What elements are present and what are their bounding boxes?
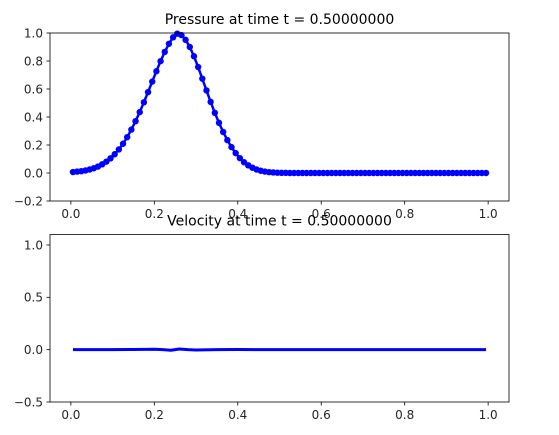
data-point <box>169 34 177 41</box>
x-tick-label: 0.6 <box>312 408 331 422</box>
data-point <box>178 31 185 39</box>
data-point <box>165 40 173 47</box>
x-tick-label: 0.6 <box>312 207 331 221</box>
x-tick-label: 0.8 <box>395 207 414 221</box>
x-tick-label: 1.0 <box>479 207 498 221</box>
chart-title: Velocity at time t = 0.50000000 <box>167 214 392 230</box>
x-tick-label: 0.2 <box>145 408 164 422</box>
data-point <box>203 87 210 94</box>
data-point <box>111 151 118 158</box>
x-tick-label: 0.8 <box>395 408 414 422</box>
y-tick-label: 1.0 <box>24 238 43 252</box>
y-tick-label: −0.2 <box>14 194 43 208</box>
data-point <box>107 155 114 162</box>
data-point <box>211 109 219 117</box>
data-point <box>228 143 235 151</box>
data-point <box>232 149 239 157</box>
data-point <box>153 68 160 75</box>
data-point <box>194 63 202 71</box>
series-line <box>72 347 487 352</box>
data-point <box>236 154 244 162</box>
data-point <box>123 133 131 141</box>
data-point <box>149 78 156 85</box>
y-tick-label: 0.2 <box>24 138 43 152</box>
chart-title: Pressure at time t = 0.50000000 <box>165 12 395 28</box>
series-line <box>72 32 487 175</box>
x-tick-label: 1.0 <box>479 408 498 422</box>
data-point <box>199 75 206 82</box>
data-point <box>132 118 139 125</box>
data-point <box>219 128 227 136</box>
data-point <box>157 57 164 65</box>
x-tick-label: 0.4 <box>228 207 247 221</box>
data-point <box>119 140 127 147</box>
y-tick-label: 0.4 <box>24 110 43 124</box>
data-point <box>140 99 148 106</box>
data-point <box>161 48 168 56</box>
data-point <box>144 88 152 96</box>
y-tick-label: 1.0 <box>24 26 43 40</box>
chart-pressure: 0.0 0.2 0.4 0.6 0.8 1.0 −0.2 0.0 0.2 0.4 0.6 0.8 1.0… <box>14 12 510 221</box>
data-point <box>207 98 214 106</box>
x-tick-label: 0.0 <box>61 207 80 221</box>
y-tick-label: 0.0 <box>24 166 43 180</box>
data-point <box>190 53 198 60</box>
data-point <box>182 36 189 44</box>
x-tick-label: 0.4 <box>228 408 247 422</box>
data-point <box>186 43 193 51</box>
y-tick-label: 0.5 <box>24 291 43 305</box>
x-tick-label: 0.2 <box>145 207 164 221</box>
data-point <box>215 119 223 127</box>
x-tick-label: 0.0 <box>61 408 80 422</box>
axes-frame <box>49 234 510 403</box>
data-point <box>115 146 123 153</box>
data-point <box>128 126 135 133</box>
y-tick-label: 0.0 <box>24 343 43 357</box>
data-point <box>224 136 231 144</box>
data-point <box>136 108 143 116</box>
data-point <box>482 169 490 177</box>
chart-velocity: 0.0 0.2 0.4 0.6 0.8 1.0 −0.5 0.0 0.5 1.0 Velocity … <box>14 214 510 422</box>
y-tick-label: 0.6 <box>24 82 43 96</box>
y-tick-label: 0.8 <box>24 54 43 68</box>
y-tick-label: −0.5 <box>14 395 43 409</box>
